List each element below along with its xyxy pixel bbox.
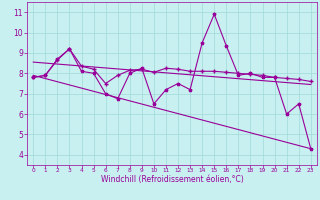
X-axis label: Windchill (Refroidissement éolien,°C): Windchill (Refroidissement éolien,°C) xyxy=(100,175,244,184)
